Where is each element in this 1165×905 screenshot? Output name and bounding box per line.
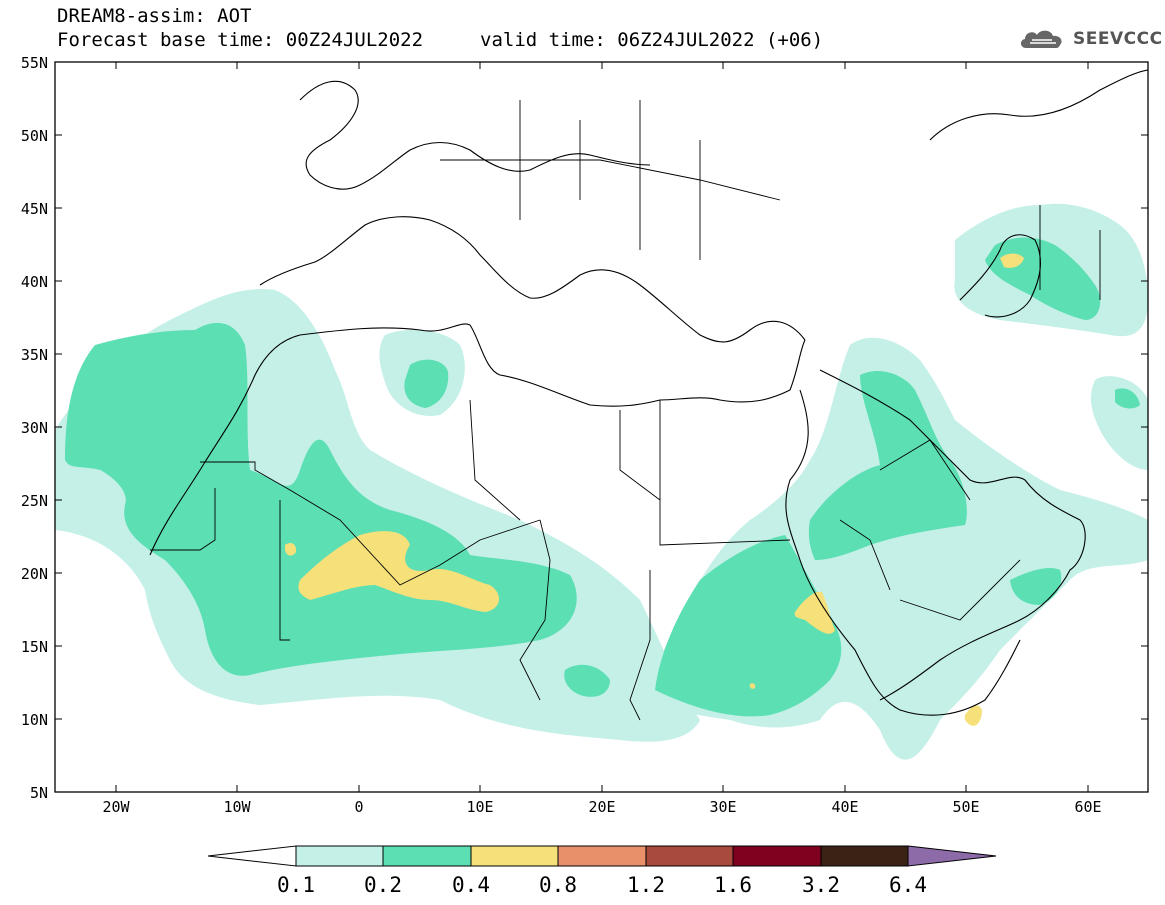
lat-label-30n: 30N [21,419,48,437]
colorbar-label: 1.2 [627,873,665,897]
colorbar-segment-5 [645,845,734,867]
seevccc-logo: SEEVCCC [1018,24,1163,54]
colorbar-label: 0.1 [277,873,315,897]
lon-label-60e: 60E [1074,798,1101,816]
colorbar-label: 0.2 [364,873,402,897]
lat-label-5n: 5N [30,784,48,802]
colorbar-label: 3.2 [802,873,840,897]
lon-label-50e: 50E [952,798,979,816]
country-borders [150,100,1101,721]
lat-label-25n: 25N [21,492,48,510]
colorbar-segment-4 [557,845,647,867]
colorbar-segment-below [207,845,297,867]
lon-label-10w: 10W [223,798,251,816]
logo-text: SEEVCCC [1073,29,1163,49]
colorbar-labels: 0.1 0.2 0.4 0.8 1.2 1.6 3.2 6.4 [277,873,927,897]
colorbar-label: 0.8 [539,873,577,897]
colorbar-segment-6 [732,845,822,867]
lon-label-10e: 10E [466,798,493,816]
valid-time: valid time: 06Z24JUL2022 (+06) [480,29,824,51]
lat-label-15n: 15N [21,638,48,656]
aot-shading [55,203,1148,760]
lat-label-20n: 20N [21,565,48,583]
colorbar-label: 1.6 [714,873,752,897]
colorbar-segment-7 [820,845,909,867]
colorbar-label: 0.4 [452,873,490,897]
colorbar [207,845,997,867]
colorbar-segment-2 [382,845,472,867]
lat-label-50n: 50N [21,127,48,145]
colorbar-label: 6.4 [889,873,927,897]
lon-label-20w: 20W [102,798,130,816]
lon-label-40e: 40E [831,798,858,816]
colorbar-segment-3 [470,845,559,867]
coastlines [149,69,1148,716]
lon-label-0: 0 [354,798,363,816]
colorbar-segment-1 [295,845,384,867]
lat-label-10n: 10N [21,711,48,729]
lat-label-35n: 35N [21,346,48,364]
lat-label-55n: 55N [21,54,48,72]
cloud-logo-icon [1020,30,1062,48]
latitude-axis: 55N 50N 45N 40N 35N 30N 25N 20N 15N 10N … [21,54,1148,802]
forecast-base-time: Forecast base time: 00Z24JUL2022 [57,29,424,51]
aot-band-0-4 [285,253,1024,726]
lon-label-30e: 30E [709,798,736,816]
lat-label-40n: 40N [21,273,48,291]
colorbar-segment-above [907,845,997,867]
lon-label-20e: 20E [588,798,615,816]
longitude-axis: 20W 10W 0 10E 20E 30E 40E 50E 60E [102,62,1102,816]
map-title: DREAM8-assim: AOT [57,5,252,27]
lat-label-45n: 45N [21,200,48,218]
